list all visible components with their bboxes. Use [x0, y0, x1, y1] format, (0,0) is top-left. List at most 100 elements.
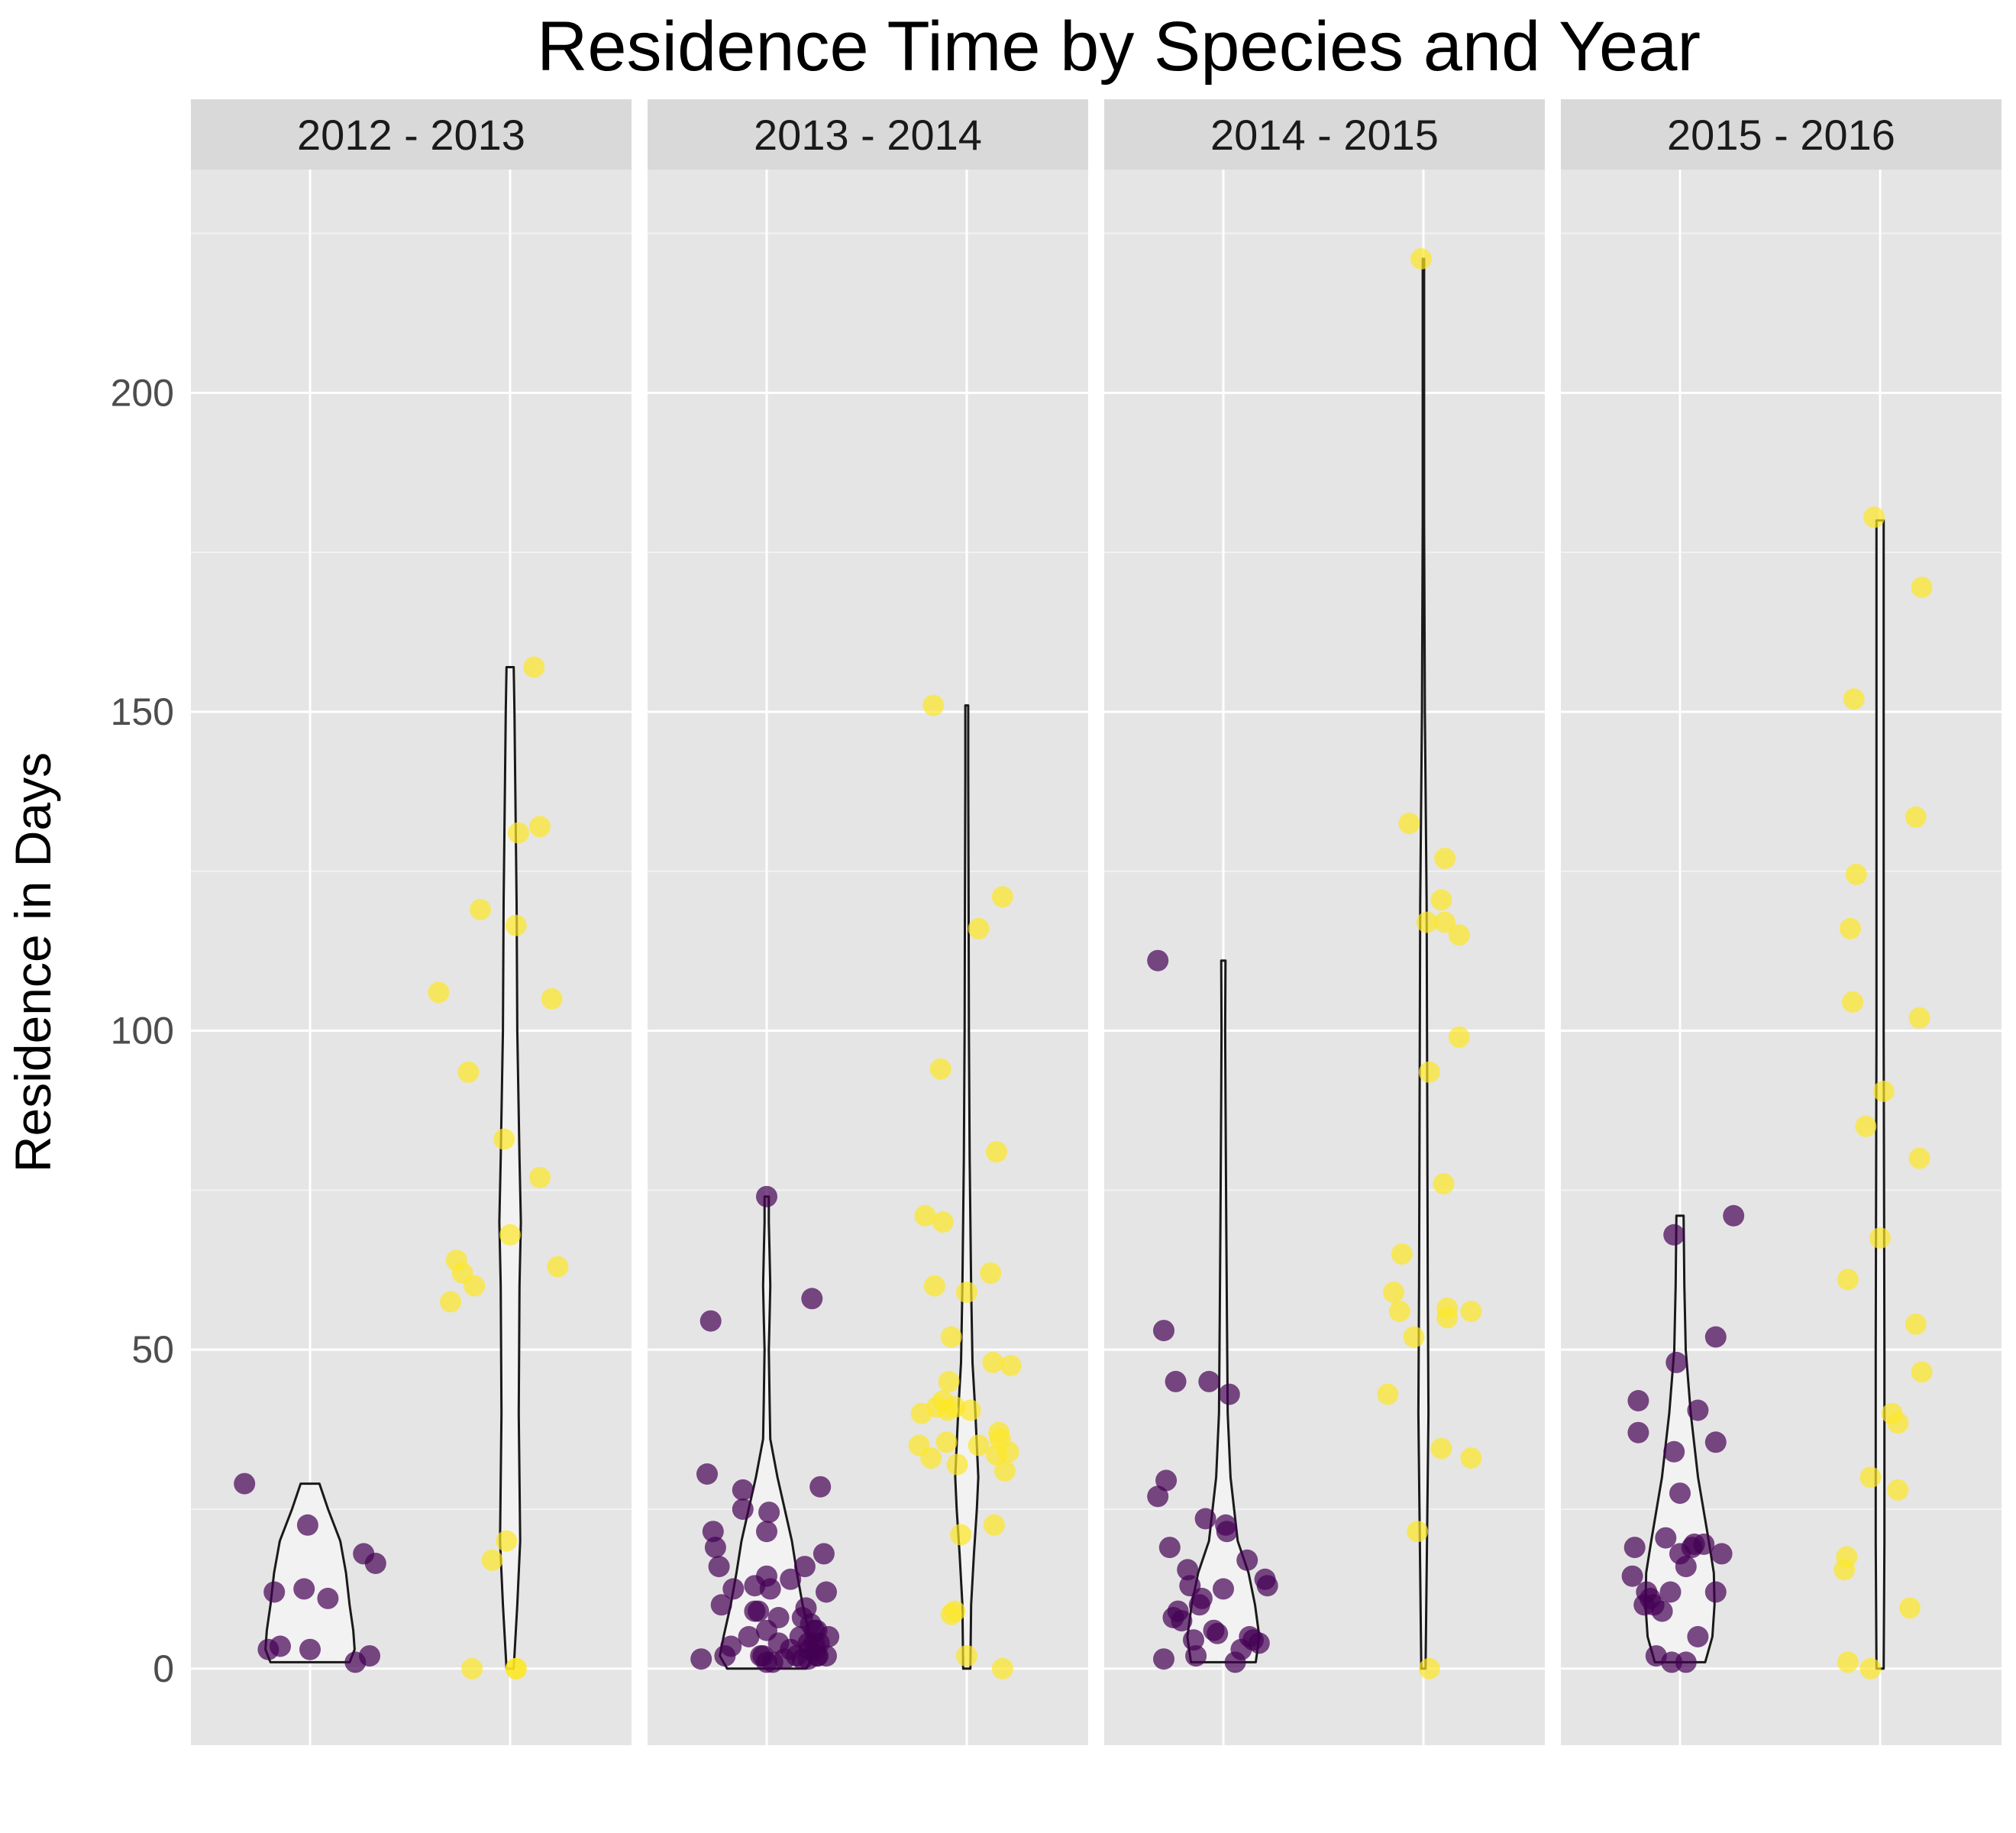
data-point — [481, 1549, 503, 1571]
data-point — [920, 1447, 942, 1469]
data-point — [1687, 1399, 1709, 1421]
data-point — [1859, 1657, 1882, 1679]
panel-background — [191, 170, 632, 1745]
data-point — [1191, 1587, 1213, 1609]
violin-shape — [954, 704, 980, 1670]
data-point — [1430, 1437, 1452, 1460]
data-point — [1153, 1320, 1174, 1342]
data-point — [1863, 506, 1885, 529]
data-point — [505, 914, 527, 936]
data-point — [914, 1204, 936, 1227]
facet-panel: 2015 - 2016 — [1561, 99, 2001, 1745]
data-point — [1434, 911, 1456, 933]
y-tick-label: 0 — [153, 1647, 174, 1690]
data-point — [720, 1635, 742, 1657]
y-tick-label: 200 — [111, 371, 174, 414]
data-point — [1158, 1537, 1181, 1559]
data-point — [1177, 1559, 1199, 1581]
data-point — [1433, 1173, 1455, 1195]
facet-strip-label: 2013 - 2014 — [754, 111, 982, 159]
chart-title: Residence Time by Species and Year — [537, 8, 1701, 86]
data-point — [1693, 1533, 1715, 1555]
data-point — [457, 1061, 480, 1083]
data-point — [359, 1645, 380, 1667]
data-point — [317, 1587, 339, 1609]
facet-strip-label: 2014 - 2015 — [1210, 111, 1439, 159]
data-point — [1905, 1313, 1927, 1335]
data-point — [946, 1453, 968, 1476]
data-point — [938, 1370, 960, 1392]
data-point — [1704, 1431, 1727, 1453]
facet-panels: 2012 - 2013 2013 - 2014 2014 - 2015 2015 - … — [191, 99, 2001, 1745]
data-point — [793, 1556, 816, 1578]
panel-background — [1104, 170, 1545, 1745]
y-axis-label: Residence in Days — [5, 752, 61, 1172]
data-point — [234, 1473, 256, 1495]
data-point — [816, 1581, 837, 1603]
data-point — [690, 1648, 712, 1670]
data-point — [1403, 1326, 1425, 1348]
data-point — [696, 1463, 718, 1485]
data-point — [1837, 1269, 1859, 1291]
data-point — [1623, 1537, 1646, 1559]
facet-strip-label: 2012 - 2013 — [297, 111, 525, 159]
data-point — [1213, 1578, 1234, 1600]
data-point — [1908, 1007, 1930, 1029]
data-point — [1843, 688, 1865, 710]
data-point — [813, 1543, 835, 1565]
data-point — [1887, 1479, 1909, 1501]
data-point — [944, 1600, 966, 1622]
data-point — [1147, 949, 1169, 971]
data-point — [1621, 1565, 1643, 1587]
data-point — [1675, 1556, 1697, 1578]
data-point — [1410, 247, 1432, 270]
data-point — [1448, 924, 1470, 946]
data-point — [1663, 1224, 1685, 1246]
data-point — [1837, 1651, 1859, 1673]
data-point — [1675, 1651, 1697, 1673]
data-point — [505, 1657, 527, 1679]
data-point — [1711, 1543, 1733, 1565]
data-point — [1836, 1546, 1858, 1568]
data-point — [1153, 1648, 1174, 1670]
y-tick-label: 150 — [111, 690, 174, 733]
data-point — [364, 1553, 386, 1574]
data-point — [1147, 1485, 1169, 1508]
data-point — [1248, 1632, 1270, 1654]
data-point — [1416, 911, 1438, 933]
data-point — [932, 1211, 954, 1233]
data-point — [1887, 1412, 1909, 1434]
data-point — [929, 1058, 951, 1080]
data-point — [809, 1476, 832, 1498]
data-point — [461, 1657, 483, 1679]
data-point — [1911, 1361, 1933, 1383]
data-point — [296, 1514, 318, 1536]
data-point — [956, 1282, 977, 1303]
data-point — [767, 1632, 790, 1654]
data-point — [968, 1434, 990, 1456]
data-point — [1236, 1549, 1258, 1571]
facet-strip — [648, 99, 1088, 170]
data-point — [702, 1521, 724, 1543]
data-point — [1434, 848, 1456, 869]
data-point — [699, 1310, 722, 1332]
data-point — [1905, 806, 1927, 828]
data-point — [1872, 1080, 1895, 1102]
data-point — [1840, 917, 1861, 939]
data-point — [1448, 1026, 1470, 1048]
data-point — [986, 1141, 1007, 1163]
data-point — [1845, 863, 1867, 885]
data-point — [1388, 1301, 1410, 1322]
data-point — [1155, 1469, 1178, 1492]
data-point — [982, 1351, 1004, 1373]
data-point — [1207, 1622, 1229, 1644]
data-point — [1655, 1527, 1677, 1549]
data-point — [493, 1128, 515, 1150]
data-point — [1430, 889, 1452, 911]
data-point — [1218, 1383, 1240, 1405]
data-point — [744, 1600, 766, 1622]
data-point — [1194, 1508, 1216, 1530]
data-point — [732, 1479, 754, 1501]
data-point — [1407, 1521, 1429, 1543]
data-point — [950, 1524, 972, 1546]
